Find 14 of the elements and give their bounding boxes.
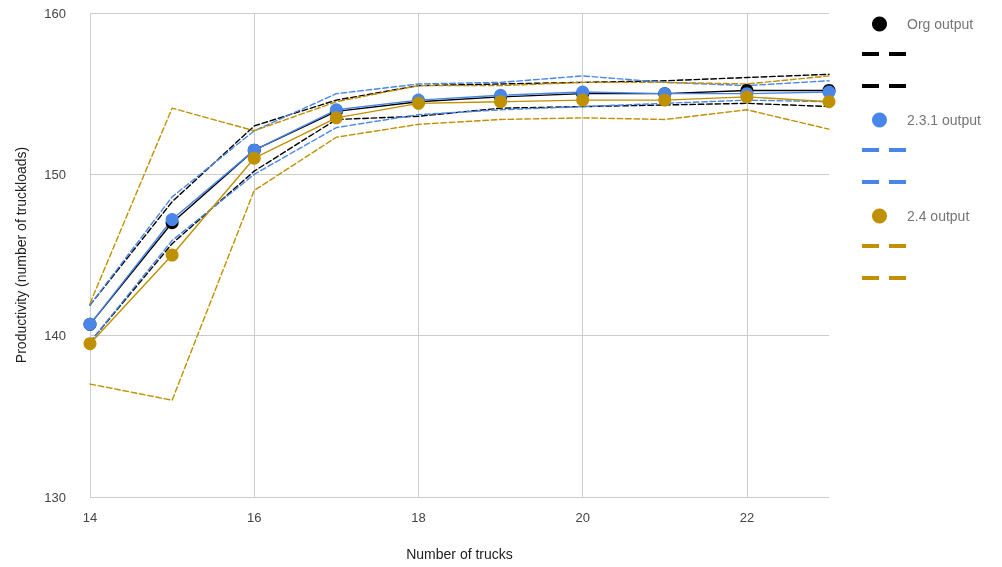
x-tick-label: 16: [246, 510, 262, 525]
x-tick-label: 14: [82, 510, 98, 525]
legend-label: Org output: [907, 16, 974, 32]
y-tick-label: 160: [44, 5, 66, 21]
legend-label: 2.4 output: [907, 208, 970, 224]
y-axis-title: Productivity (number of truckloads): [13, 146, 29, 364]
y-tick-label: 150: [44, 166, 66, 182]
x-tick-label: 22: [739, 510, 755, 525]
x-tick-label: 18: [411, 510, 426, 525]
legend-label: 2.3.1 output: [907, 112, 982, 128]
x-tick-label: 20: [575, 510, 590, 525]
y-tick-label: 130: [44, 489, 66, 505]
x-axis-title: Number of trucks: [406, 546, 513, 562]
y-tick-label: 140: [44, 328, 66, 344]
